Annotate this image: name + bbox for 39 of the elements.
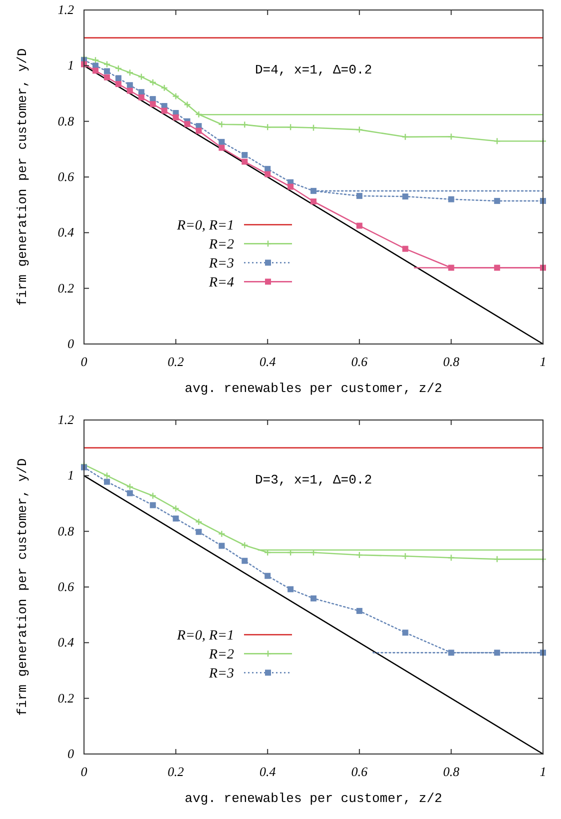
- annotation: D=4, x=1, Δ=0.2: [254, 62, 372, 78]
- x-tick-label: 0.6: [351, 764, 368, 779]
- y-tick-label: 1.2: [58, 2, 74, 17]
- x-tick-label: 0.8: [443, 354, 460, 369]
- y-tick-label: 1: [68, 58, 74, 73]
- x-tick-label: 0.2: [168, 354, 184, 369]
- y-tick-label: 0: [68, 746, 74, 761]
- x-axis-title: avg. renewables per customer, z/2: [184, 791, 442, 806]
- legend-label: R=2: [208, 238, 234, 253]
- legend-label: R=4: [208, 276, 234, 291]
- annotation: D=3, x=1, Δ=0.2: [254, 472, 372, 488]
- y-tick-label: 0.8: [58, 523, 74, 538]
- x-tick-label: 1: [540, 354, 546, 369]
- x-tick-label: 0.6: [351, 354, 368, 369]
- y-tick-label: 0.6: [58, 169, 74, 184]
- y-tick-label: 0.4: [58, 634, 74, 650]
- legend-label: R=3: [208, 256, 234, 272]
- x-tick-label: 0.4: [259, 354, 276, 369]
- y-tick-label: 0.4: [58, 224, 74, 240]
- legend-label: R=2: [208, 648, 234, 663]
- y-tick-label: 0.8: [58, 113, 74, 128]
- legend-label: R=3: [208, 666, 234, 682]
- legend-label: R=0, R=1: [176, 218, 234, 234]
- x-tick-label: 0.8: [443, 764, 460, 779]
- x-tick-label: 0.2: [168, 764, 184, 779]
- y-tick-label: 0.2: [58, 280, 74, 296]
- y-tick-label: 0.6: [58, 579, 74, 594]
- legend-label: R=0, R=1: [176, 628, 234, 644]
- y-tick-label: 1.2: [58, 412, 74, 427]
- y-tick-label: 0.2: [58, 690, 74, 706]
- x-axis-title: avg. renewables per customer, z/2: [184, 381, 442, 396]
- y-axis-title: firm generation per customer, y/D: [15, 48, 30, 306]
- y-tick-label: 0: [68, 336, 74, 351]
- x-tick-label: 0: [80, 764, 88, 779]
- x-tick-label: 1: [540, 764, 546, 779]
- x-tick-label: 0: [80, 354, 88, 369]
- x-tick-label: 0.4: [259, 764, 276, 779]
- y-axis-title: firm generation per customer, y/D: [15, 458, 30, 716]
- y-tick-label: 1: [68, 468, 74, 483]
